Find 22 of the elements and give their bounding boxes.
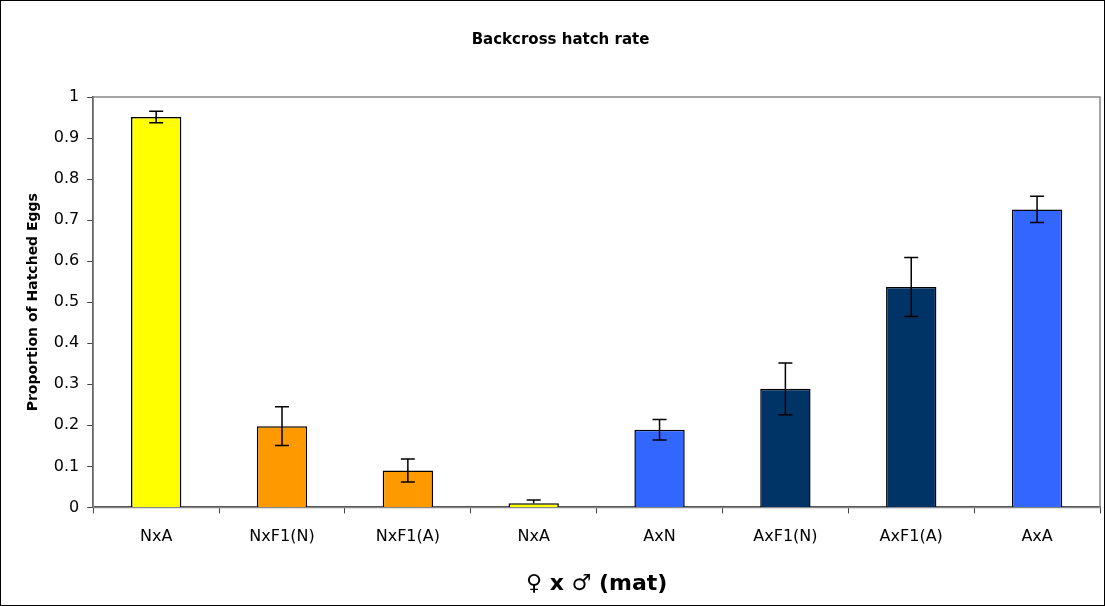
y-tick-label: 0.7 — [53, 209, 80, 229]
x-tick-label: NxF1(A) — [375, 526, 440, 546]
y-tick-label: 0 — [69, 496, 80, 516]
y-tick-label: 0.5 — [53, 291, 80, 311]
y-tick-label: 1 — [69, 86, 80, 106]
y-tick-label: 0.4 — [53, 332, 80, 352]
y-tick-label: 0.1 — [53, 455, 80, 475]
y-tick-label: 0.8 — [53, 168, 80, 188]
x-tick-label: AxA — [1021, 526, 1053, 546]
x-axis-title: ♀ x ♂ (mat) — [525, 569, 668, 595]
x-tick-label: NxA — [517, 526, 550, 546]
y-tick-label: 0.9 — [53, 127, 80, 147]
y-axis-title: Proportion of Hatched Eggs — [24, 193, 41, 412]
x-tick-label: NxA — [139, 526, 173, 546]
x-tick-label: AxF1(N) — [753, 526, 818, 546]
y-tick-label: 0.3 — [53, 373, 80, 393]
x-tick-label: NxF1(N) — [249, 526, 315, 546]
x-tick-label: AxF1(A) — [879, 526, 943, 546]
y-tick-label: 0.2 — [53, 414, 80, 434]
x-tick-label: AxN — [643, 526, 676, 546]
y-tick-label: 0.6 — [53, 250, 80, 270]
chart-title: Backcross hatch rate — [471, 29, 650, 48]
